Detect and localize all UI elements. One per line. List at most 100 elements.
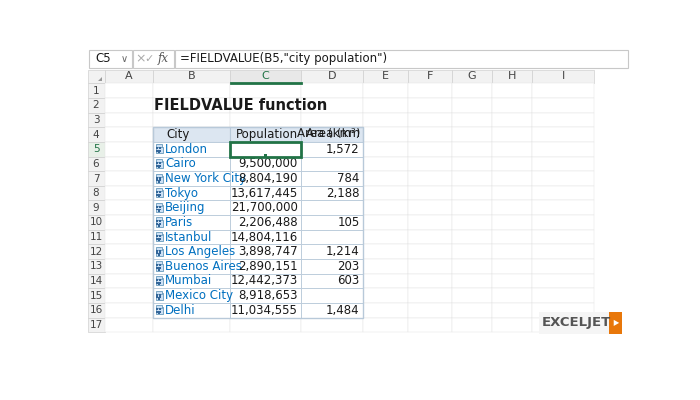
FancyBboxPatch shape xyxy=(407,230,452,244)
FancyBboxPatch shape xyxy=(155,293,162,300)
FancyBboxPatch shape xyxy=(363,318,407,332)
FancyBboxPatch shape xyxy=(153,127,230,142)
FancyBboxPatch shape xyxy=(230,113,302,127)
FancyBboxPatch shape xyxy=(159,264,161,266)
FancyBboxPatch shape xyxy=(363,127,407,142)
Text: 203: 203 xyxy=(337,260,360,273)
FancyBboxPatch shape xyxy=(159,250,161,252)
FancyBboxPatch shape xyxy=(533,156,594,171)
FancyBboxPatch shape xyxy=(407,84,452,98)
FancyBboxPatch shape xyxy=(157,203,162,206)
FancyBboxPatch shape xyxy=(230,186,302,200)
FancyBboxPatch shape xyxy=(230,274,302,288)
FancyBboxPatch shape xyxy=(230,288,302,303)
FancyBboxPatch shape xyxy=(533,127,594,142)
FancyBboxPatch shape xyxy=(153,318,230,332)
FancyBboxPatch shape xyxy=(302,274,363,288)
FancyBboxPatch shape xyxy=(159,296,161,298)
FancyBboxPatch shape xyxy=(157,188,162,191)
FancyBboxPatch shape xyxy=(452,171,492,186)
FancyBboxPatch shape xyxy=(155,190,162,197)
FancyBboxPatch shape xyxy=(407,127,452,142)
FancyBboxPatch shape xyxy=(363,98,407,113)
FancyBboxPatch shape xyxy=(157,206,158,208)
FancyBboxPatch shape xyxy=(157,159,162,162)
FancyBboxPatch shape xyxy=(302,230,363,244)
Text: 9,500,000: 9,500,000 xyxy=(238,157,298,170)
FancyBboxPatch shape xyxy=(230,244,302,259)
Text: Mexico City: Mexico City xyxy=(165,289,233,302)
FancyBboxPatch shape xyxy=(153,274,230,288)
FancyBboxPatch shape xyxy=(153,186,230,200)
FancyBboxPatch shape xyxy=(302,303,363,318)
FancyBboxPatch shape xyxy=(157,279,158,281)
FancyBboxPatch shape xyxy=(363,259,407,274)
FancyBboxPatch shape xyxy=(158,282,160,285)
FancyBboxPatch shape xyxy=(452,70,492,84)
Text: 1: 1 xyxy=(92,86,99,96)
FancyBboxPatch shape xyxy=(230,303,302,318)
FancyBboxPatch shape xyxy=(533,259,594,274)
FancyBboxPatch shape xyxy=(302,200,363,215)
Text: ✓: ✓ xyxy=(145,54,154,64)
FancyBboxPatch shape xyxy=(155,249,162,256)
FancyBboxPatch shape xyxy=(153,230,230,244)
FancyBboxPatch shape xyxy=(492,274,533,288)
FancyBboxPatch shape xyxy=(157,179,158,181)
Text: H: H xyxy=(508,72,517,82)
Text: A: A xyxy=(125,72,132,82)
FancyBboxPatch shape xyxy=(158,150,160,154)
FancyBboxPatch shape xyxy=(452,303,492,318)
FancyBboxPatch shape xyxy=(533,84,594,98)
FancyBboxPatch shape xyxy=(533,318,594,332)
FancyBboxPatch shape xyxy=(452,186,492,200)
FancyBboxPatch shape xyxy=(302,84,363,98)
FancyBboxPatch shape xyxy=(88,303,104,318)
FancyBboxPatch shape xyxy=(407,318,452,332)
FancyBboxPatch shape xyxy=(407,215,452,230)
FancyBboxPatch shape xyxy=(230,70,302,84)
FancyBboxPatch shape xyxy=(452,113,492,127)
Text: 21,700,000: 21,700,000 xyxy=(230,201,298,214)
FancyBboxPatch shape xyxy=(158,268,160,270)
FancyBboxPatch shape xyxy=(104,98,153,113)
FancyBboxPatch shape xyxy=(157,165,158,166)
FancyBboxPatch shape xyxy=(157,174,162,176)
Text: 6: 6 xyxy=(92,159,99,169)
FancyBboxPatch shape xyxy=(155,234,162,241)
Text: 14: 14 xyxy=(90,276,103,286)
FancyBboxPatch shape xyxy=(157,176,158,178)
FancyBboxPatch shape xyxy=(157,147,158,149)
Text: 1,572: 1,572 xyxy=(326,143,360,156)
Text: 105: 105 xyxy=(337,216,360,229)
FancyBboxPatch shape xyxy=(159,179,161,181)
Text: FIELDVALUE function: FIELDVALUE function xyxy=(154,98,328,113)
FancyBboxPatch shape xyxy=(230,215,302,230)
FancyBboxPatch shape xyxy=(88,259,104,274)
FancyBboxPatch shape xyxy=(104,156,153,171)
FancyBboxPatch shape xyxy=(302,113,363,127)
FancyBboxPatch shape xyxy=(159,208,161,210)
FancyBboxPatch shape xyxy=(157,208,158,210)
FancyBboxPatch shape xyxy=(452,230,492,244)
Text: 1,484: 1,484 xyxy=(326,304,360,317)
Text: 3: 3 xyxy=(92,115,99,125)
FancyBboxPatch shape xyxy=(159,220,161,222)
Text: 14,804,116: 14,804,116 xyxy=(230,230,298,244)
FancyBboxPatch shape xyxy=(363,186,407,200)
FancyBboxPatch shape xyxy=(302,142,363,156)
FancyBboxPatch shape xyxy=(407,288,452,303)
FancyBboxPatch shape xyxy=(302,142,363,156)
Text: 8,804,190: 8,804,190 xyxy=(238,172,298,185)
FancyBboxPatch shape xyxy=(157,252,158,254)
FancyBboxPatch shape xyxy=(153,200,230,215)
Text: 8: 8 xyxy=(92,188,99,198)
FancyBboxPatch shape xyxy=(88,84,104,98)
FancyBboxPatch shape xyxy=(158,253,160,256)
FancyBboxPatch shape xyxy=(153,113,230,127)
FancyBboxPatch shape xyxy=(302,200,363,215)
FancyBboxPatch shape xyxy=(452,259,492,274)
FancyBboxPatch shape xyxy=(153,215,230,230)
FancyBboxPatch shape xyxy=(88,127,104,142)
FancyBboxPatch shape xyxy=(157,308,158,310)
